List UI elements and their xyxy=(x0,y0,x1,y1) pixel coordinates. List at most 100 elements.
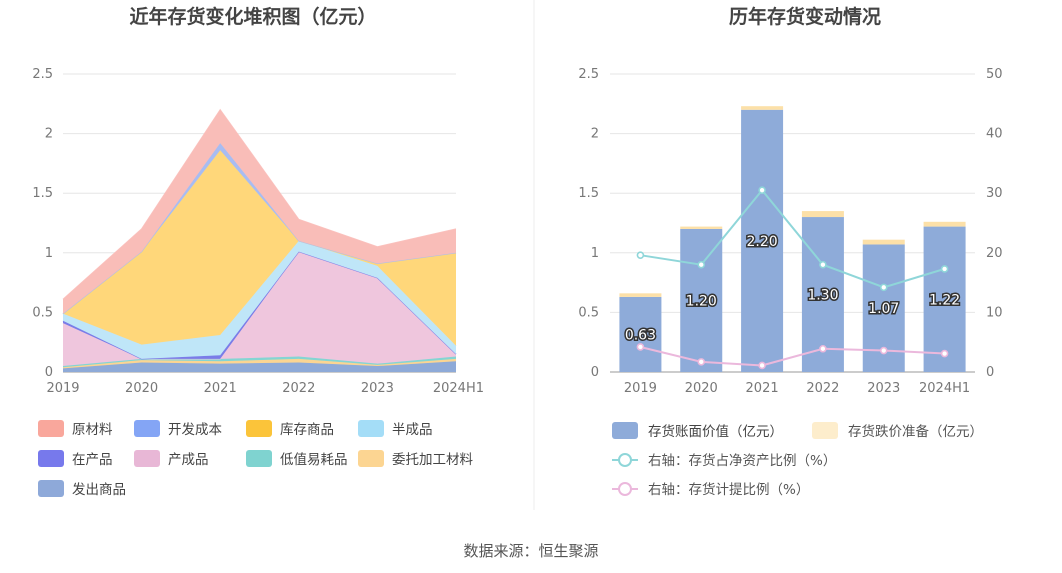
line-point xyxy=(636,251,645,259)
right-chart: 历年存货变动情况 0.63 1.20 2.20 1.30 1.07 1.22 0 0.5 1 1… xyxy=(578,5,1002,498)
y-tick-label-left: 0 xyxy=(591,365,599,380)
line-point xyxy=(940,349,949,358)
y-tick-label: 0 xyxy=(45,365,53,380)
x-tick-label: 2021 xyxy=(746,381,779,396)
legend-swatch xyxy=(358,420,384,437)
bar-value-label: 0.63 xyxy=(625,327,656,343)
x-tick-label: 2020 xyxy=(685,381,718,396)
legend-swatch xyxy=(358,450,384,467)
line-point xyxy=(819,344,827,353)
legend-swatch xyxy=(38,480,64,497)
area-series xyxy=(63,240,456,359)
x-tick-label: 2022 xyxy=(282,381,315,396)
bar-value-label: 1.07 xyxy=(868,301,899,317)
legend-swatch xyxy=(134,450,160,467)
area-series xyxy=(63,251,456,359)
y-tick-label-right: 10 xyxy=(986,305,1003,320)
legend-label: 低值易耗品 xyxy=(280,452,348,468)
line-point xyxy=(819,260,827,269)
bar-book-value xyxy=(680,228,723,372)
y-tick-label: 0.5 xyxy=(32,305,53,320)
left-areas xyxy=(62,108,457,372)
x-tick-label: 2023 xyxy=(867,381,900,396)
y-tick-label: 2.5 xyxy=(32,67,53,82)
bar-book-value xyxy=(923,226,966,372)
legend-label: 委托加工材料 xyxy=(392,452,473,468)
right-lines xyxy=(636,186,949,370)
bar-book-value xyxy=(619,296,662,372)
y-tick-label-left: 2.5 xyxy=(578,67,599,82)
bar-impairment xyxy=(801,211,844,218)
source-text: 数据来源：恒生聚源 xyxy=(463,542,598,560)
right-grid xyxy=(610,73,975,373)
y-tick-label-right: 40 xyxy=(986,127,1003,142)
legend-swatch xyxy=(246,450,272,467)
legend-label: 库存商品 xyxy=(280,422,334,438)
right-y-axis-left: 0 0.5 1 1.5 2 2.5 xyxy=(578,67,599,380)
y-tick-label: 1.5 xyxy=(32,186,53,201)
area-series xyxy=(63,358,456,369)
legend-label: 存货账面价值（亿元） xyxy=(648,423,783,440)
y-tick-label: 2 xyxy=(45,127,53,142)
left-chart: 近年存货变化堆积图（亿元） 00.511.522.5 2019 2020 2021 2… xyxy=(32,5,484,498)
left-chart-title: 近年存货变化堆积图（亿元） xyxy=(129,5,376,28)
legend-label: 半成品 xyxy=(392,422,433,438)
area-series-edge xyxy=(62,108,457,300)
x-tick-label: 2024H1 xyxy=(433,381,484,396)
x-tick-label: 2024H1 xyxy=(919,381,970,396)
legend-swatch xyxy=(38,420,64,437)
legend-swatch xyxy=(134,420,160,437)
bar-impairment xyxy=(680,226,723,229)
y-tick-label-right: 30 xyxy=(986,186,1003,201)
area-series xyxy=(63,361,456,372)
legend-label: 右轴：存货计提比例（%） xyxy=(648,481,809,498)
bar-impairment xyxy=(741,106,784,110)
legend-swatch xyxy=(812,422,838,439)
legend-label: 原材料 xyxy=(72,422,113,438)
legend-label: 右轴：存货占净资产比例（%） xyxy=(648,452,836,469)
line-point xyxy=(697,358,706,366)
bar-value-label: 1.22 xyxy=(929,292,960,308)
right-chart-title: 历年存货变动情况 xyxy=(729,5,881,28)
x-tick-label: 2019 xyxy=(46,381,79,396)
line-series xyxy=(640,188,945,289)
line-point xyxy=(879,283,888,292)
legend-swatch xyxy=(246,420,272,437)
x-tick-label: 2023 xyxy=(361,381,394,396)
line-point xyxy=(879,346,888,355)
legend-label: 发出商品 xyxy=(72,482,126,498)
legend-marker xyxy=(618,482,632,496)
legend-swatch xyxy=(612,422,638,439)
y-tick-label-left: 1 xyxy=(591,246,599,261)
right-y-axis-right: 0 10 20 30 40 50 xyxy=(986,67,1003,380)
y-tick-label-right: 0 xyxy=(986,365,994,380)
line-series xyxy=(640,345,945,367)
y-tick-label-right: 50 xyxy=(986,67,1003,82)
right-bars xyxy=(619,106,966,372)
y-tick-label-left: 1.5 xyxy=(578,186,599,201)
line-point xyxy=(940,265,949,273)
bar-book-value xyxy=(741,109,784,372)
left-y-axis: 0 0.5 1 1.5 2 2.5 xyxy=(32,67,53,380)
y-tick-label-left: 0.5 xyxy=(578,305,599,320)
legend-label: 在产品 xyxy=(72,452,113,468)
bar-impairment xyxy=(923,221,966,227)
bar-impairment xyxy=(862,239,905,245)
bar-impairment xyxy=(619,293,662,297)
legend-label: 产成品 xyxy=(168,452,209,468)
right-bar-labels: 0.63 1.20 2.20 1.30 1.07 1.22 xyxy=(623,232,961,345)
legend-label: 开发成本 xyxy=(168,422,222,438)
right-x-axis: 2019 2020 2021 2022 2023 2024H1 xyxy=(624,381,970,396)
x-tick-label: 2022 xyxy=(806,381,839,396)
area-series xyxy=(63,251,456,367)
left-x-axis: 2019 2020 2021 2022 2023 2024H1 xyxy=(46,381,484,396)
legend-marker xyxy=(618,453,632,467)
line-point xyxy=(636,343,645,351)
line-point xyxy=(758,186,766,195)
right-legend: 存货账面价值（亿元） 存货跌价准备（亿元） 右轴：存货占净资产比例（%） 右轴：存货计… xyxy=(612,422,983,498)
area-series xyxy=(63,150,456,346)
legend-swatch xyxy=(38,450,64,467)
line-point xyxy=(697,260,706,269)
